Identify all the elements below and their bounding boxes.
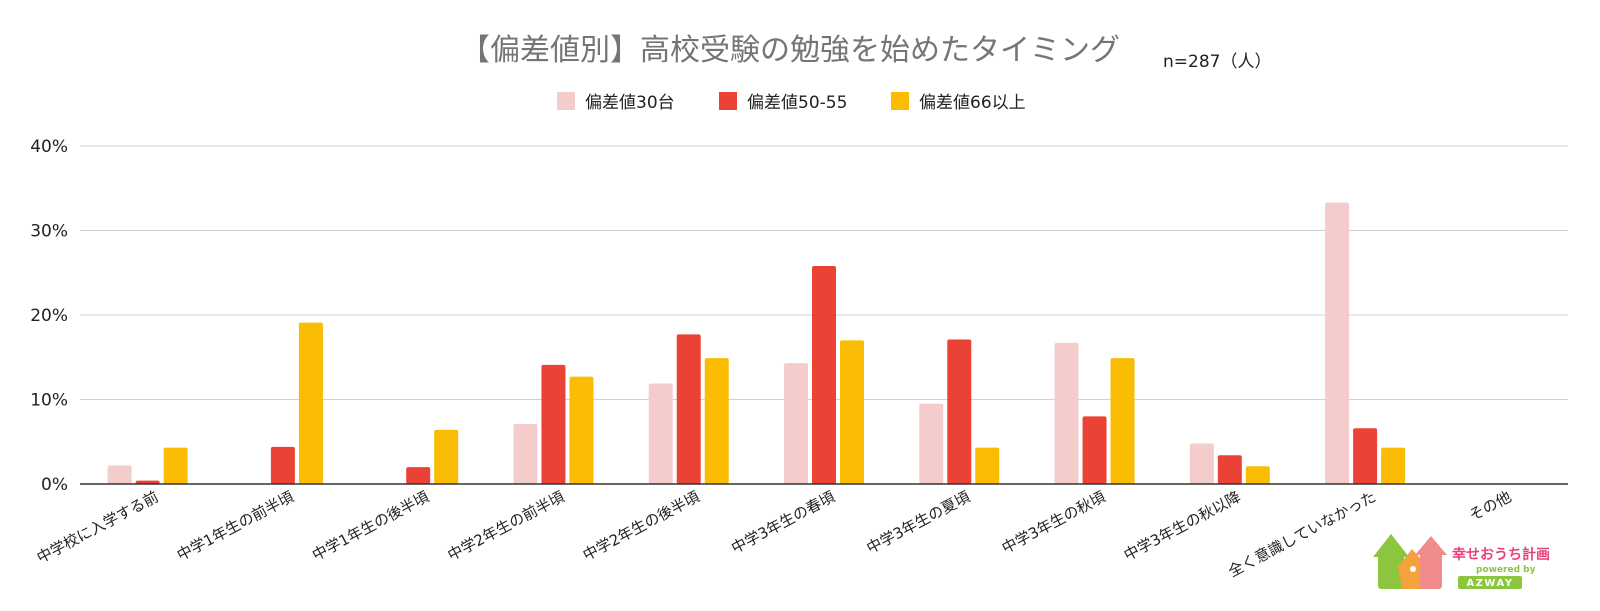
logo-brand: AZWAY [1466,578,1513,589]
x-tick-label: 中学3年生の秋以降 [1121,488,1244,565]
bar [513,424,538,484]
bar [919,403,944,484]
legend-swatch [891,92,909,110]
bar [1217,455,1242,484]
logo-roof-pink-icon [1415,536,1447,555]
bar [784,363,808,484]
x-tick-label: 中学3年生の夏頃 [864,488,974,558]
x-axis: 中学校に入学する前 中学1年生の前半頃 中学1年生の後半頃 中学2年生の前半頃 中学2年… [34,483,1568,581]
bar [406,467,431,484]
y-tick-label: 20% [30,306,68,326]
logo-house-pink-icon [1420,553,1442,589]
bar [648,383,673,484]
legend-swatch [719,92,737,110]
bar [975,447,1000,484]
bar [298,322,323,484]
bar [947,339,972,484]
bar [1325,202,1350,485]
x-tick-label: 中学校に入学する前 [34,488,162,567]
x-tick-label: 全く意識していなかった [1225,488,1379,581]
bar [1054,342,1079,484]
bar [569,376,594,484]
y-tick-label: 0% [41,475,68,495]
bar [541,364,566,484]
bar [812,265,836,484]
logo-roof-green-icon [1373,534,1409,557]
x-tick-label: 中学1年生の後半頃 [309,488,432,565]
x-tick-label: 中学2年生の前半頃 [444,488,567,565]
y-tick-label: 40% [30,137,68,157]
bar [840,340,864,484]
legend-label: 偏差値50-55 [747,93,847,113]
logo-name: 幸せおうち計画 [1452,546,1550,563]
brand-logo: 幸せおうち計画 powered by AZWAY [1373,534,1550,589]
logo-face-icon [1410,566,1416,572]
legend-label: 偏差値30台 [585,93,675,113]
bar [135,480,160,484]
legend: 偏差値30台 偏差値50-55 偏差値66以上 [557,92,1026,113]
bar [163,447,188,484]
bar [107,465,132,484]
legend-swatch [557,92,575,110]
logo-tagline: powered by [1476,565,1536,575]
x-tick-label: 中学3年生の秋頃 [999,488,1109,558]
bar [270,446,295,484]
y-tick-label: 10% [30,391,68,411]
bar [1110,358,1135,484]
legend-label: 偏差値66以上 [919,93,1026,113]
bar [676,334,701,484]
x-tick-label: 中学3年生の春頃 [728,488,838,558]
bar [1353,428,1378,484]
bar [1082,416,1107,484]
x-tick-label: 中学2年生の後半頃 [580,488,703,565]
chart-title: 【偏差値別】高校受験の勉強を始めたタイミング [460,33,1120,68]
bar [704,358,729,484]
logo-brand-badge [1458,576,1522,589]
y-axis: 0% 10% 20% 30% 40% [30,137,68,495]
y-tick-label: 30% [30,222,68,242]
bar [1245,466,1270,484]
logo-house-green-icon [1378,555,1404,589]
bar [1381,447,1406,484]
x-tick-label: 中学1年生の前半頃 [174,488,297,565]
x-tick-label: その他 [1466,488,1514,525]
bars [107,202,1406,485]
bar [1189,443,1214,484]
chart-subtitle: n=287（人） [1163,52,1271,72]
bar [434,429,459,484]
